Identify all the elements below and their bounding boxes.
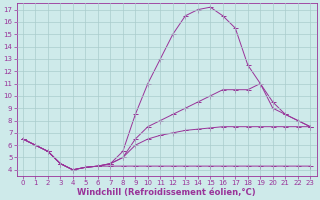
X-axis label: Windchill (Refroidissement éolien,°C): Windchill (Refroidissement éolien,°C) — [77, 188, 256, 197]
